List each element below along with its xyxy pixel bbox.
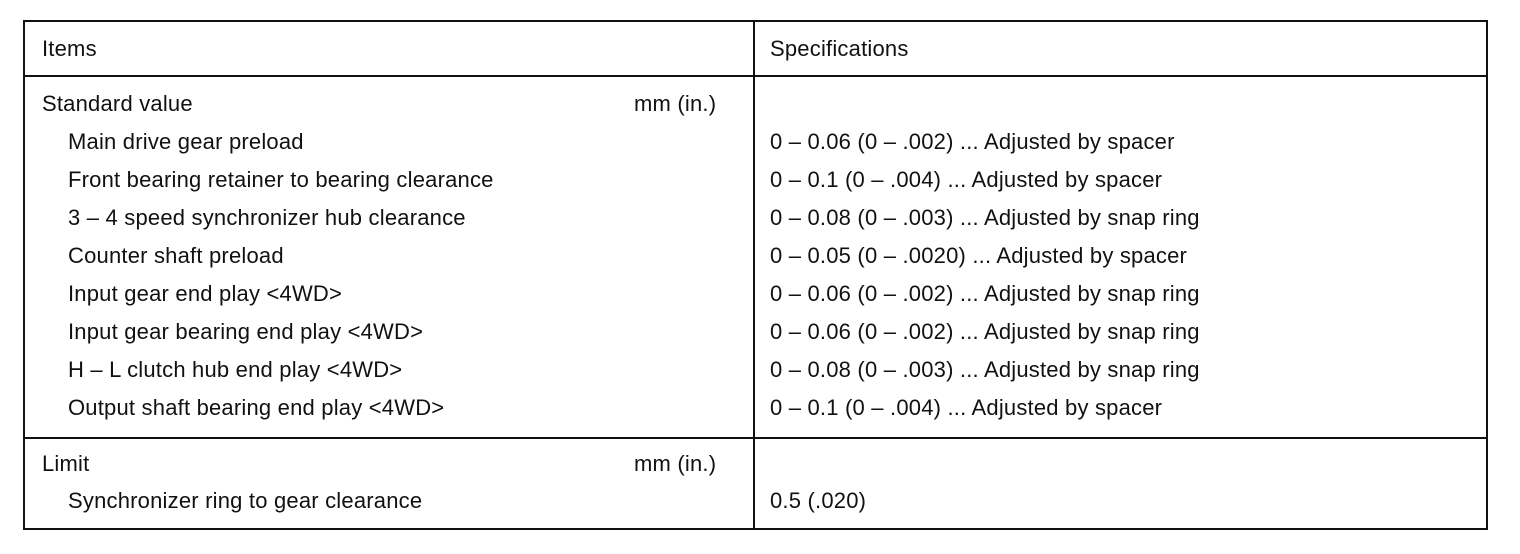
table-row-item: Output shaft bearing end play <4WD> <box>68 395 445 420</box>
table-row-spec: 0.5 (.020) <box>770 488 867 513</box>
table-row-spec: 0 – 0.08 (0 – .003) ... Adjusted by snap… <box>770 357 1200 382</box>
spec-table <box>23 20 1488 530</box>
limit-label: Limit <box>42 451 90 476</box>
table-row-item: 3 – 4 speed synchronizer hub clearance <box>68 205 466 230</box>
table-row-spec: 0 – 0.1 (0 – .004) ... Adjusted by space… <box>770 167 1163 192</box>
table-row-item: H – L clutch hub end play <4WD> <box>68 357 403 382</box>
section-divider <box>23 437 1488 439</box>
standard-value-label: Standard value <box>42 91 193 116</box>
header-divider <box>23 75 1488 77</box>
table-row-spec: 0 – 0.06 (0 – .002) ... Adjusted by snap… <box>770 319 1200 344</box>
standard-value-unit: mm (in.) <box>634 91 717 116</box>
table-row-item: Counter shaft preload <box>68 243 284 268</box>
table-row-item: Main drive gear preload <box>68 129 304 154</box>
table-row-spec: 0 – 0.1 (0 – .004) ... Adjusted by space… <box>770 395 1163 420</box>
table-row-item: Front bearing retainer to bearing cleara… <box>68 167 494 192</box>
table-row-spec: 0 – 0.08 (0 – .003) ... Adjusted by snap… <box>770 205 1200 230</box>
table-row-spec: 0 – 0.06 (0 – .002) ... Adjusted by spac… <box>770 129 1175 154</box>
table-row-spec: 0 – 0.05 (0 – .0020) ... Adjusted by spa… <box>770 243 1188 268</box>
table-row-item: Synchronizer ring to gear clearance <box>68 488 423 513</box>
table-row-item: Input gear bearing end play <4WD> <box>68 319 424 344</box>
table-row-spec: 0 – 0.06 (0 – .002) ... Adjusted by snap… <box>770 281 1200 306</box>
specifications-header: Specifications <box>770 36 909 61</box>
table-row-item: Input gear end play <4WD> <box>68 281 343 306</box>
column-divider <box>753 20 755 530</box>
items-header: Items <box>42 36 97 61</box>
limit-unit: mm (in.) <box>634 451 717 476</box>
